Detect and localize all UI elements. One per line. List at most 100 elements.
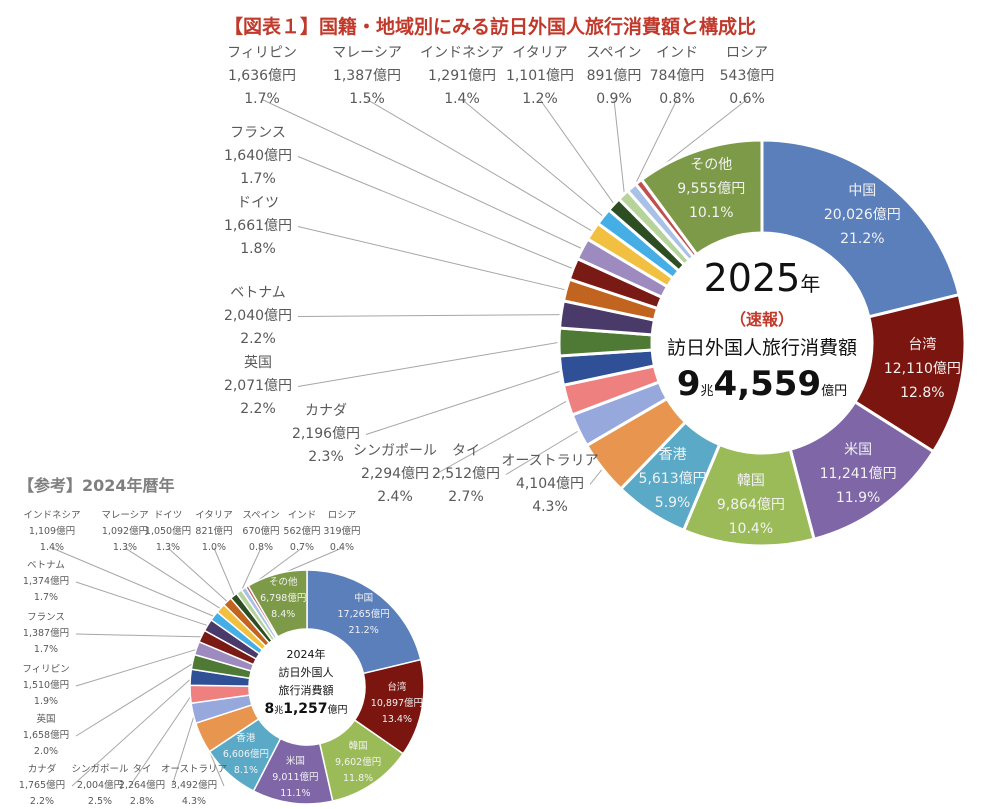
slice-percent: 0.9% (596, 91, 632, 107)
slice-percent: 1.7% (33, 644, 59, 655)
slice-name: ロシア (725, 45, 768, 61)
slice-percent: 2.2% (240, 331, 276, 347)
slice-name: ドイツ (237, 195, 279, 211)
slice-value: 1,291億円 (427, 68, 497, 84)
slice-percent: 1.3% (155, 542, 181, 553)
slice-percent: 21.2% (840, 231, 885, 248)
slice-percent: 8.1% (233, 765, 258, 777)
center-label: 訪日外国人旅行消費額 (666, 337, 858, 359)
slice-name: インドネシア (23, 510, 81, 521)
slice-name: フィリピン (227, 45, 297, 61)
slice-name: イタリア (512, 45, 568, 61)
leader-line (365, 369, 564, 435)
slice-value: 543億円 (719, 68, 775, 84)
data-label-outside: スペイン 670億円 0.8% (242, 508, 279, 556)
center-2024: 2024年 訪日外国人 旅行消費額 8兆1,257億円 (264, 646, 347, 720)
slice-name: 米国 (285, 755, 305, 767)
leader-line (297, 226, 569, 291)
slice-percent: 1.8% (240, 241, 276, 257)
slice-value: 562億円 (283, 526, 321, 537)
chart-title: 【図表１】国籍・地域別にみる訪日外国人旅行消費額と構成比 (223, 16, 756, 38)
data-label-outside: マレーシア 1,092億円 1.3% (101, 508, 148, 556)
slice-value: 1,636億円 (227, 68, 297, 84)
data-label-inside: 米国 9,011億円 11.1% (272, 754, 318, 802)
leader-line (461, 99, 606, 219)
slice-value: 670億円 (242, 526, 280, 537)
slice-percent: 1.7% (33, 592, 59, 603)
data-label-inside: その他 9,555億円 10.1% (677, 153, 745, 225)
preliminary-label: （速報） (729, 310, 795, 329)
slice-name: 英国 (244, 355, 272, 371)
slice-name: タイ (132, 764, 152, 775)
slice-percent: 8.4% (271, 608, 296, 620)
slice-その他 (247, 569, 308, 638)
slice-name: その他 (690, 156, 733, 173)
slice-name: その他 (268, 576, 298, 588)
slice-value: 9,602億円 (335, 756, 382, 768)
slice-value: 1,510億円 (22, 680, 70, 691)
slice-name: インド (287, 510, 317, 521)
leader-line (51, 547, 216, 618)
slice-percent: 0.7% (289, 542, 315, 553)
data-label-outside: インド 562億円 0.7% (283, 508, 320, 556)
data-label-outside: カナダ 1,765億円 2.2% (19, 762, 65, 809)
slice-name: ベトナム (230, 285, 286, 301)
slice-value: 1,101億円 (505, 68, 575, 84)
center-year: 2024年 (286, 648, 326, 661)
leader-line (75, 648, 199, 687)
data-label-outside: タイ 2,512億円 2.7% (432, 440, 500, 509)
slice-percent: 4.3% (181, 796, 207, 807)
leader-line (613, 99, 626, 197)
donut-hole (652, 233, 872, 453)
slice-value: 6,606億円 (222, 749, 270, 761)
data-label-outside: 英国 2,071億円 2.2% (224, 352, 292, 421)
slice-value: 12,110億円 (883, 361, 961, 378)
slice-percent: 1.4% (39, 542, 65, 553)
slice-percent: 1.9% (33, 696, 59, 707)
data-label-inside: その他 6,798億円 8.4% (260, 575, 306, 623)
slice-name: 香港 (658, 446, 687, 463)
slice-name: インド (655, 45, 698, 61)
data-label-outside: シンガポール 2,294億円 2.4% (353, 440, 437, 509)
slice-value: 3,492億円 (170, 780, 218, 791)
leader-line (434, 399, 570, 475)
slice-name: 台湾 (908, 337, 937, 354)
leader-line (75, 661, 195, 737)
oku-unit: 億円 (821, 384, 848, 399)
slice-percent: 13.4% (381, 713, 413, 725)
slice-name: 韓国 (736, 473, 765, 490)
slice-value: 821億円 (195, 526, 233, 537)
leader-line (589, 466, 605, 485)
slice-value: 1,387億円 (332, 68, 402, 84)
center-label-1: 訪日外国人 (278, 666, 334, 679)
slice-value: 20,026億円 (823, 207, 901, 224)
leader-line (539, 99, 616, 206)
slice-value: 1,050億円 (144, 526, 192, 537)
center-year-unit: 年 (800, 272, 821, 296)
leader-line (71, 677, 193, 787)
slice-value: 1,640億円 (223, 148, 293, 164)
data-label-outside: ベトナム 1,374億円 1.7% (23, 558, 69, 606)
slice-name: ベトナム (27, 560, 65, 571)
center-label-2: 旅行消費額 (278, 684, 334, 697)
slice-name: ロシア (327, 510, 357, 521)
data-label-outside: ドイツ 1,661億円 1.8% (224, 192, 292, 261)
data-label-inside: 米国 11,241億円 11.9% (820, 438, 897, 510)
leader-line (297, 341, 562, 387)
leader-line (366, 99, 595, 233)
leader-line (75, 633, 204, 638)
slice-percent: 1.4% (444, 91, 480, 107)
total-oku: 1,257 (283, 701, 328, 717)
slice-percent: 2.3% (308, 449, 344, 465)
slice-value: 1,658億円 (22, 730, 70, 741)
slice-value: 4,104億円 (515, 476, 585, 492)
data-label-outside: イタリア 1,101億円 1.2% (506, 42, 574, 111)
data-label-inside: 韓国 9,864億円 10.4% (717, 469, 785, 541)
slice-name: シンガポール (71, 764, 129, 775)
data-label-inside: 台湾 10,897億円 13.4% (371, 680, 423, 728)
slice-name: マレーシア (332, 45, 402, 61)
slice-percent: 12.8% (900, 385, 945, 402)
data-label-outside: フィリピン 1,510億円 1.9% (22, 662, 69, 710)
